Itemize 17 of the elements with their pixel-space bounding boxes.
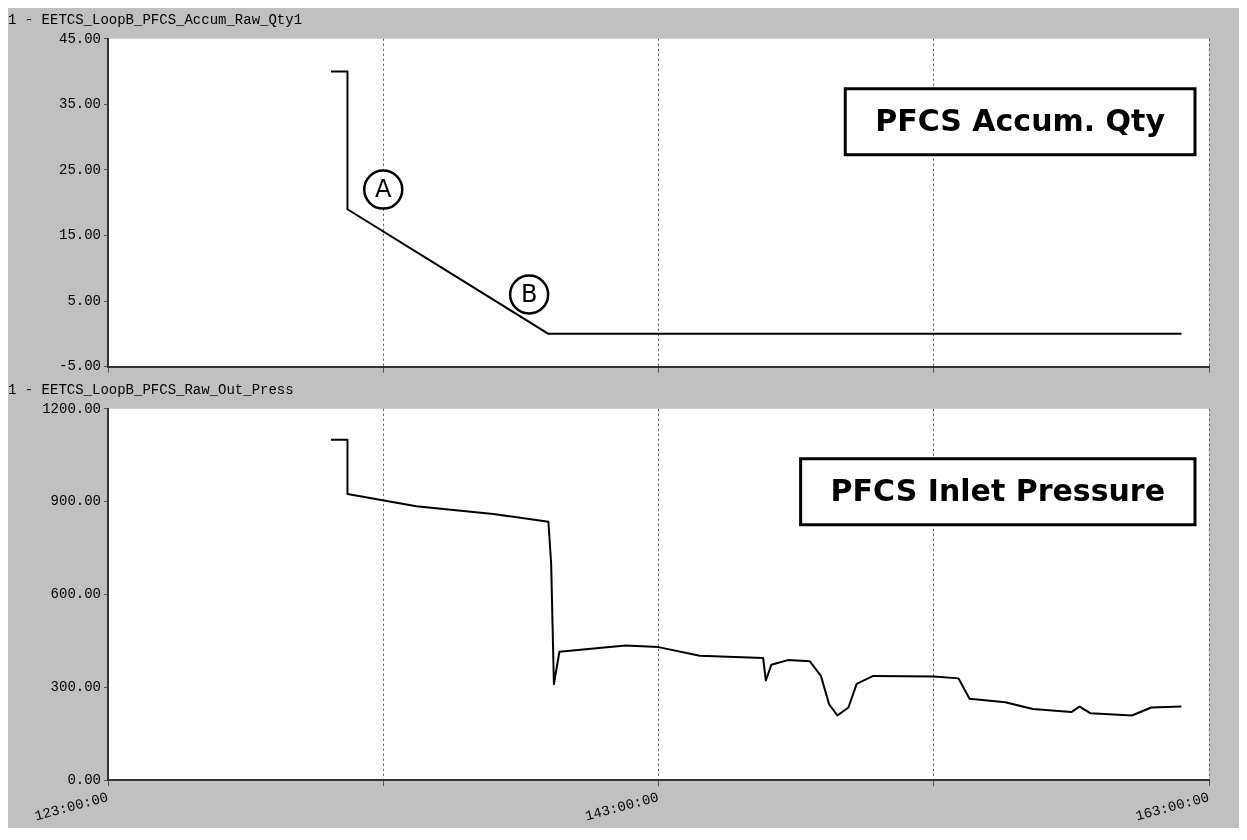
y-tick-label: 300.00 xyxy=(50,679,101,696)
annotation: B xyxy=(520,279,538,308)
y-tick-label: -5.00 xyxy=(58,358,101,375)
annotation: PFCS Accum. Qty xyxy=(875,102,1166,138)
y-tick-label: 600.00 xyxy=(50,586,101,603)
y-tick-label: 1200.00 xyxy=(42,400,101,417)
annotation: PFCS Inlet Pressure xyxy=(830,472,1166,508)
y-tick-label: 5.00 xyxy=(67,292,101,309)
y-tick-label: 0.00 xyxy=(67,771,101,788)
y-tick-label: 45.00 xyxy=(58,30,101,47)
y-tick-label: 15.00 xyxy=(58,227,101,244)
annotation: A xyxy=(375,174,393,203)
y-tick-label: 25.00 xyxy=(58,161,101,178)
chart-title: 1 - EETCS_LoopB_PFCS_Raw_Out_Press xyxy=(8,382,294,399)
y-tick-label: 35.00 xyxy=(58,96,101,113)
chart-title: 1 - EETCS_LoopB_PFCS_Accum_Raw_Qty1 xyxy=(8,12,303,29)
y-tick-label: 900.00 xyxy=(50,493,101,510)
